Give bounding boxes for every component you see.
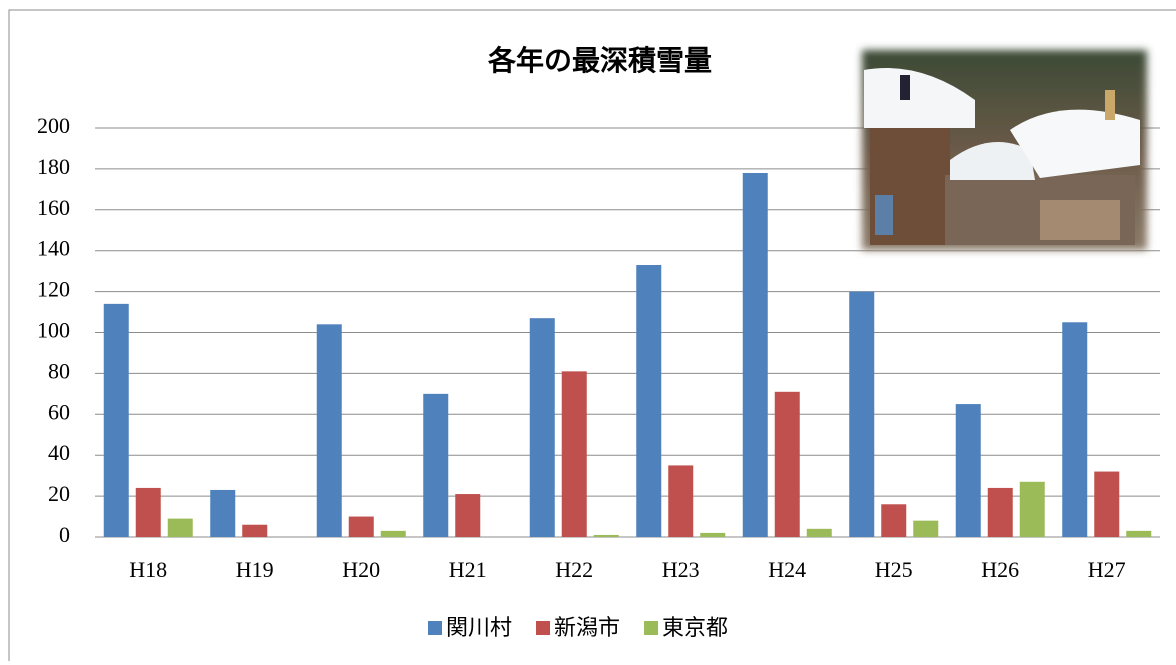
- x-tick-label: H22: [555, 557, 593, 582]
- legend-label: 新潟市: [554, 616, 620, 641]
- y-tick-label: 0: [59, 522, 70, 547]
- x-tick-label: H20: [342, 557, 380, 582]
- bar: [987, 487, 1013, 537]
- bar: [135, 487, 161, 537]
- bar: [849, 291, 875, 537]
- photo: [862, 50, 1147, 250]
- y-tick-label: 20: [48, 481, 70, 506]
- legend: 関川村 新潟市 東京都: [428, 616, 728, 641]
- bar: [242, 524, 268, 537]
- y-tick-label: 140: [37, 236, 70, 261]
- legend-swatch: [428, 621, 442, 635]
- bar: [423, 393, 449, 537]
- bar: [316, 324, 342, 537]
- bar: [668, 465, 694, 537]
- x-tick-label: H19: [236, 557, 274, 582]
- bar: [103, 303, 129, 537]
- y-tick-label: 40: [48, 440, 70, 465]
- bar: [167, 518, 193, 537]
- x-tick-label: H24: [768, 557, 806, 582]
- bar: [561, 371, 587, 537]
- bar: [955, 404, 981, 537]
- y-tick-label: 80: [48, 358, 70, 383]
- legend-swatch: [644, 621, 659, 635]
- bar: [1126, 530, 1152, 537]
- bar: [1094, 471, 1120, 537]
- x-tick-label: H25: [875, 557, 913, 582]
- bar: [380, 530, 406, 537]
- legend-label: 関川村: [446, 616, 512, 641]
- bar: [210, 489, 236, 537]
- bar: [593, 534, 619, 537]
- x-tick-label: H23: [662, 557, 700, 582]
- bar: [806, 528, 832, 537]
- bar: [742, 172, 768, 538]
- bar: [529, 318, 555, 537]
- x-tick-label: H21: [449, 557, 487, 582]
- legend-label: 東京都: [662, 616, 728, 641]
- bar: [913, 520, 939, 537]
- bar: [1062, 322, 1088, 537]
- y-tick-label: 200: [37, 113, 70, 138]
- chart-title: 各年の最深積雪量: [487, 44, 712, 77]
- x-tick-label: H18: [129, 557, 167, 582]
- bar: [1019, 481, 1045, 537]
- bar: [636, 265, 662, 537]
- x-tick-label: H26: [981, 557, 1019, 582]
- x-tick-label: H27: [1088, 557, 1126, 582]
- y-tick-label: 180: [37, 154, 70, 179]
- bar: [774, 391, 800, 537]
- bar: [700, 532, 726, 537]
- legend-swatch: [536, 621, 551, 635]
- bar: [455, 494, 481, 537]
- y-tick-label: 60: [48, 399, 70, 424]
- y-tick-label: 100: [37, 318, 70, 343]
- y-tick-label: 120: [37, 277, 70, 302]
- y-tick-label: 160: [37, 195, 70, 220]
- bar: [881, 504, 907, 537]
- bar: [348, 516, 374, 537]
